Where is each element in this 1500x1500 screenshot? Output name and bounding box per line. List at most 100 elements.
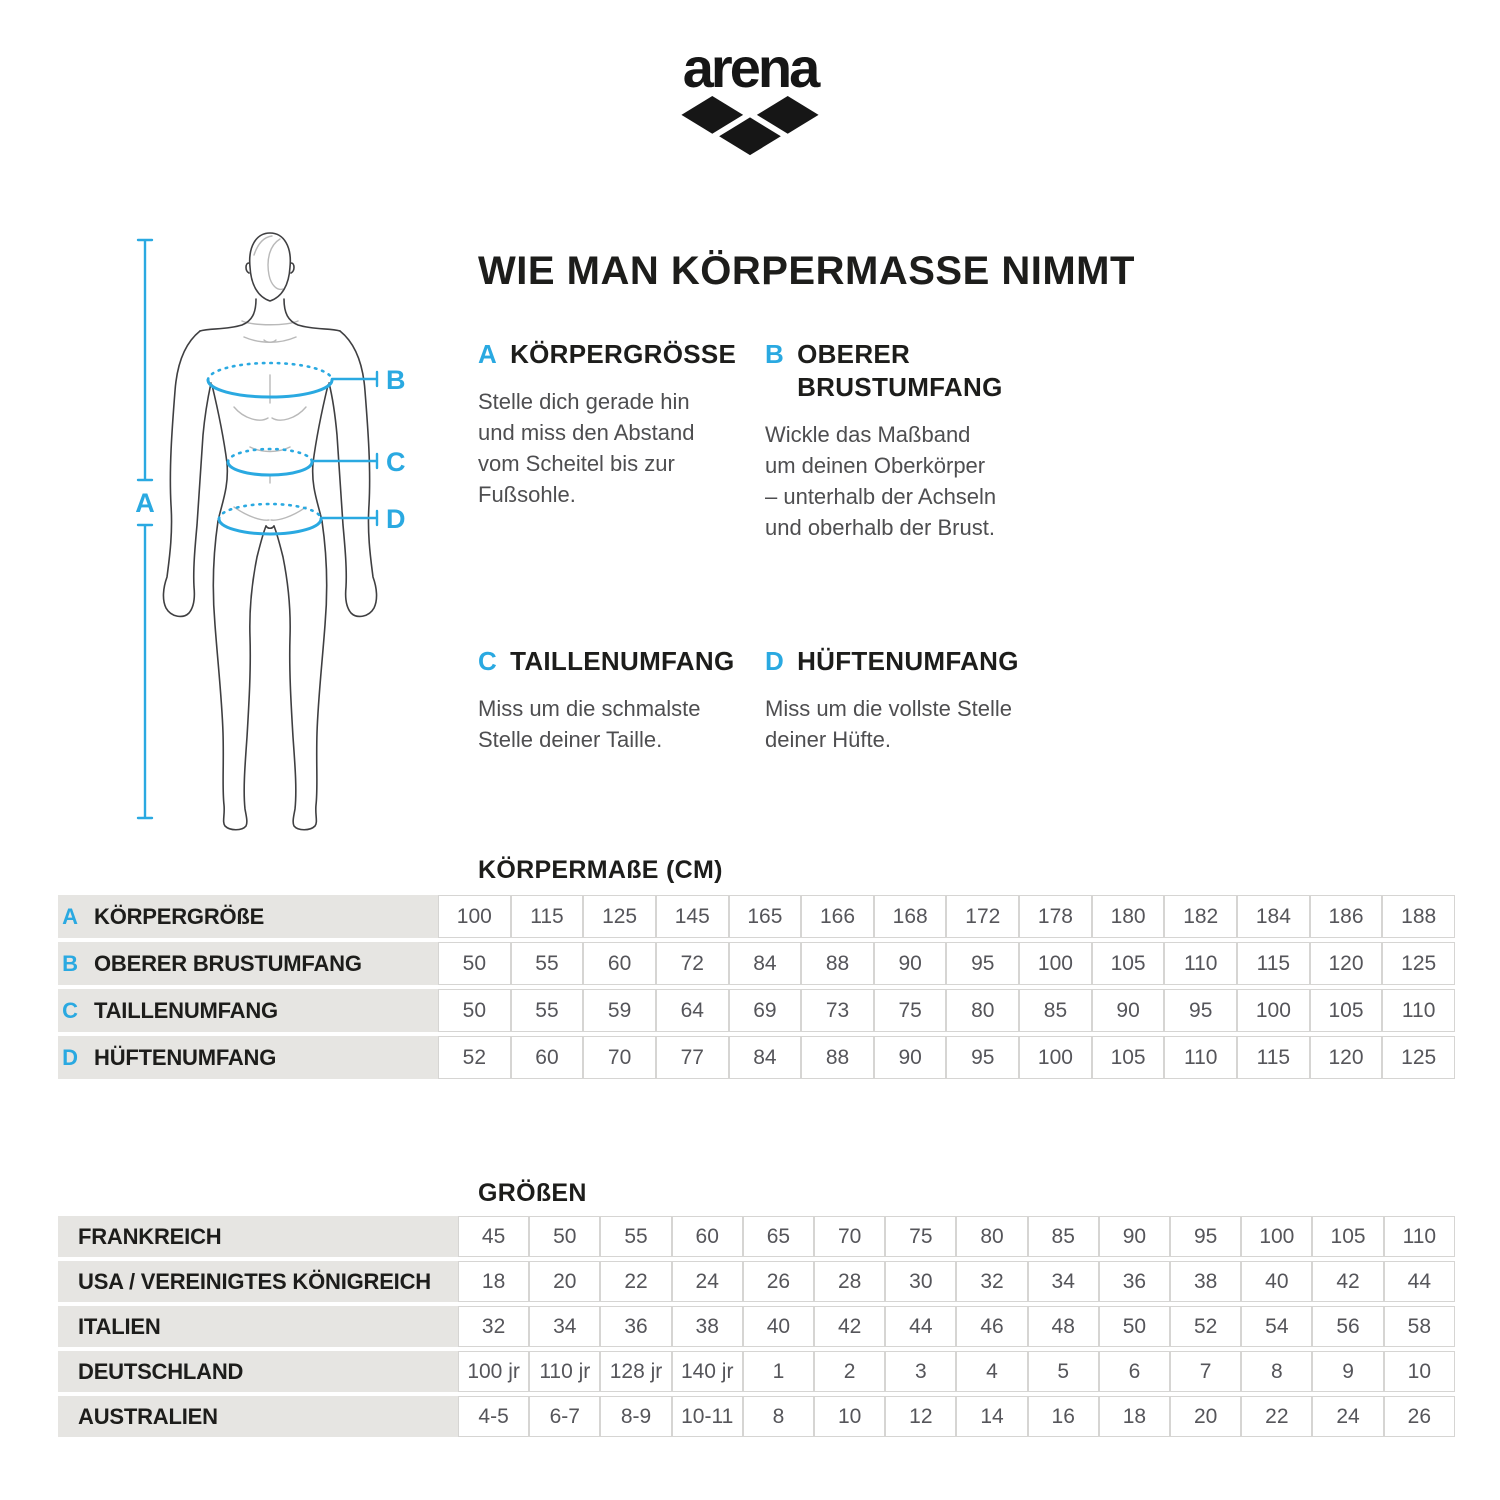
section-brustumfang: B OBERER BRUSTUMFANG Wickle das Maßband … xyxy=(765,338,1055,543)
size-value-cell: 10 xyxy=(814,1396,886,1437)
body-measurement-diagram: A B C D xyxy=(135,232,406,831)
size-value-cell: 24 xyxy=(1312,1396,1384,1437)
size-value-cell: 8 xyxy=(1241,1351,1313,1392)
size-value-cell: 55 xyxy=(600,1216,672,1257)
size-value-cell: 36 xyxy=(600,1306,672,1347)
size-value-cell: 100 jr xyxy=(458,1351,530,1392)
size-value-cell: 140 jr xyxy=(671,1351,743,1392)
size-value-cell: 120 xyxy=(1309,942,1383,985)
size-value-cell: 95 xyxy=(1170,1216,1242,1257)
hip-ellipse-dashed xyxy=(217,502,323,521)
size-value-cell: 168 xyxy=(873,895,947,938)
size-value-cell: 88 xyxy=(801,942,874,985)
size-value-cell: 72 xyxy=(655,942,729,985)
size-value-cell: 32 xyxy=(956,1261,1028,1302)
section-letter-d: D xyxy=(765,646,785,676)
measurements-table: A KÖRPERGRÖßE 100 115 125 145 165 166 168 172 178 1… xyxy=(58,891,1455,1083)
size-value-cell: 90 xyxy=(1091,989,1165,1032)
size-value-cell: 180 xyxy=(1091,895,1165,938)
section-heading-c: TAILLENUMFANG xyxy=(510,646,735,676)
size-value-cell: 48 xyxy=(1027,1306,1099,1347)
row-letter: C xyxy=(62,997,78,1023)
size-value-cell: 36 xyxy=(1098,1261,1171,1302)
table-row: DEUTSCHLAND 100 jr 110 jr 128 jr 140 jr 1 2 3 4 5… xyxy=(58,1351,1455,1392)
size-value-cell: 20 xyxy=(529,1261,601,1302)
size-value-cell: 100 xyxy=(1019,942,1092,985)
size-value-cell: 55 xyxy=(510,989,584,1032)
size-value-cell: 55 xyxy=(510,942,584,985)
section-hueftenumfang: D HÜFTENUMFANG Miss um die vollste Stell… xyxy=(765,645,1055,755)
size-value-cell: 110 xyxy=(1164,942,1238,985)
arena-logo-wordmark: arena xyxy=(682,36,820,99)
sizes-table-title: GRÖßEN xyxy=(478,1179,587,1207)
size-value-cell: 40 xyxy=(742,1306,815,1347)
arena-logo-mark-icon xyxy=(681,96,819,156)
size-value-cell: 115 xyxy=(1237,942,1310,985)
size-value-cell: 100 xyxy=(1237,989,1310,1032)
size-value-cell: 30 xyxy=(885,1261,957,1302)
size-value-cell: 105 xyxy=(1312,1216,1384,1257)
size-value-cell: 145 xyxy=(655,895,729,938)
size-value-cell: 172 xyxy=(946,895,1020,938)
size-value-cell: 50 xyxy=(529,1216,601,1257)
diagram-label-a: A xyxy=(135,488,155,518)
size-value-cell: 40 xyxy=(1241,1261,1313,1302)
size-value-cell: 20 xyxy=(1170,1396,1242,1437)
waist-ellipse-solid xyxy=(226,460,314,477)
size-value-cell: 84 xyxy=(728,942,802,985)
size-value-cell: 90 xyxy=(1098,1216,1171,1257)
size-value-cell: 73 xyxy=(801,989,874,1032)
size-value-cell: 50 xyxy=(438,942,511,985)
size-value-cell: 178 xyxy=(1019,895,1092,938)
size-value-cell: 18 xyxy=(458,1261,530,1302)
row-label-text: FRANKREICH xyxy=(78,1223,222,1249)
size-value-cell: 2 xyxy=(814,1351,886,1392)
row-label-text: HÜFTENUMFANG xyxy=(94,1044,277,1070)
size-value-cell: 110 jr xyxy=(529,1351,601,1392)
size-value-cell: 110 xyxy=(1382,989,1455,1032)
size-value-cell: 88 xyxy=(801,1036,874,1079)
size-value-cell: 60 xyxy=(671,1216,743,1257)
size-value-cell: 3 xyxy=(885,1351,957,1392)
size-value-cell: 44 xyxy=(1383,1261,1455,1302)
hip-ellipse-solid xyxy=(217,517,323,536)
chest-pointer-line xyxy=(330,370,379,388)
table-row: AUSTRALIEN 4-5 6-7 8-9 10-11 8 10 12 14 16 18 20 22 2… xyxy=(58,1396,1455,1437)
size-value-cell: 80 xyxy=(946,989,1020,1032)
size-value-cell: 45 xyxy=(458,1216,530,1257)
size-value-cell: 186 xyxy=(1309,895,1383,938)
table-row: USA / VEREINIGTES KÖNIGREICH 18 20 22 24 26 28… xyxy=(58,1261,1455,1302)
size-value-cell: 4 xyxy=(956,1351,1028,1392)
size-value-cell: 110 xyxy=(1383,1216,1455,1257)
row-label-text: AUSTRALIEN xyxy=(78,1403,218,1429)
section-body-d: Miss um die vollste Stelle deiner Hüfte. xyxy=(765,696,1012,752)
size-value-cell: 34 xyxy=(529,1306,601,1347)
waist-pointer-line xyxy=(310,452,379,470)
size-value-cell: 38 xyxy=(671,1306,743,1347)
size-value-cell: 70 xyxy=(583,1036,656,1079)
size-value-cell: 90 xyxy=(873,1036,947,1079)
diagram-label-d: D xyxy=(386,504,406,534)
row-label: C TAILLENUMFANG xyxy=(58,989,438,1032)
body-outline xyxy=(162,232,378,831)
table-row: C TAILLENUMFANG 50 55 59 64 69 73 75 80 85 90 95 100 1… xyxy=(58,989,1455,1032)
row-label-text: DEUTSCHLAND xyxy=(78,1358,244,1384)
size-value-cell: 110 xyxy=(1164,1036,1238,1079)
waist-ellipse-dashed xyxy=(226,447,314,464)
size-value-cell: 8 xyxy=(742,1396,815,1437)
row-label: FRANKREICH xyxy=(58,1216,458,1257)
size-value-cell: 60 xyxy=(583,942,656,985)
measurements-table-title: KÖRPERMAßE (CM) xyxy=(478,856,723,884)
size-value-cell: 100 xyxy=(1019,1036,1092,1079)
size-value-cell: 90 xyxy=(873,942,947,985)
size-value-cell: 18 xyxy=(1098,1396,1171,1437)
measurement-overlays xyxy=(136,238,379,820)
size-value-cell: 52 xyxy=(1170,1306,1242,1347)
size-value-cell: 80 xyxy=(956,1216,1028,1257)
table-row: D HÜFTENUMFANG 52 60 70 77 84 88 90 95 100 105 110 11… xyxy=(58,1036,1455,1079)
size-value-cell: 46 xyxy=(956,1306,1028,1347)
table-row: B OBERER BRUSTUMFANG 50 55 60 72 84 88 90 95 100 10… xyxy=(58,942,1455,985)
size-value-cell: 188 xyxy=(1382,895,1455,938)
size-value-cell: 69 xyxy=(728,989,802,1032)
size-value-cell: 125 xyxy=(583,895,656,938)
